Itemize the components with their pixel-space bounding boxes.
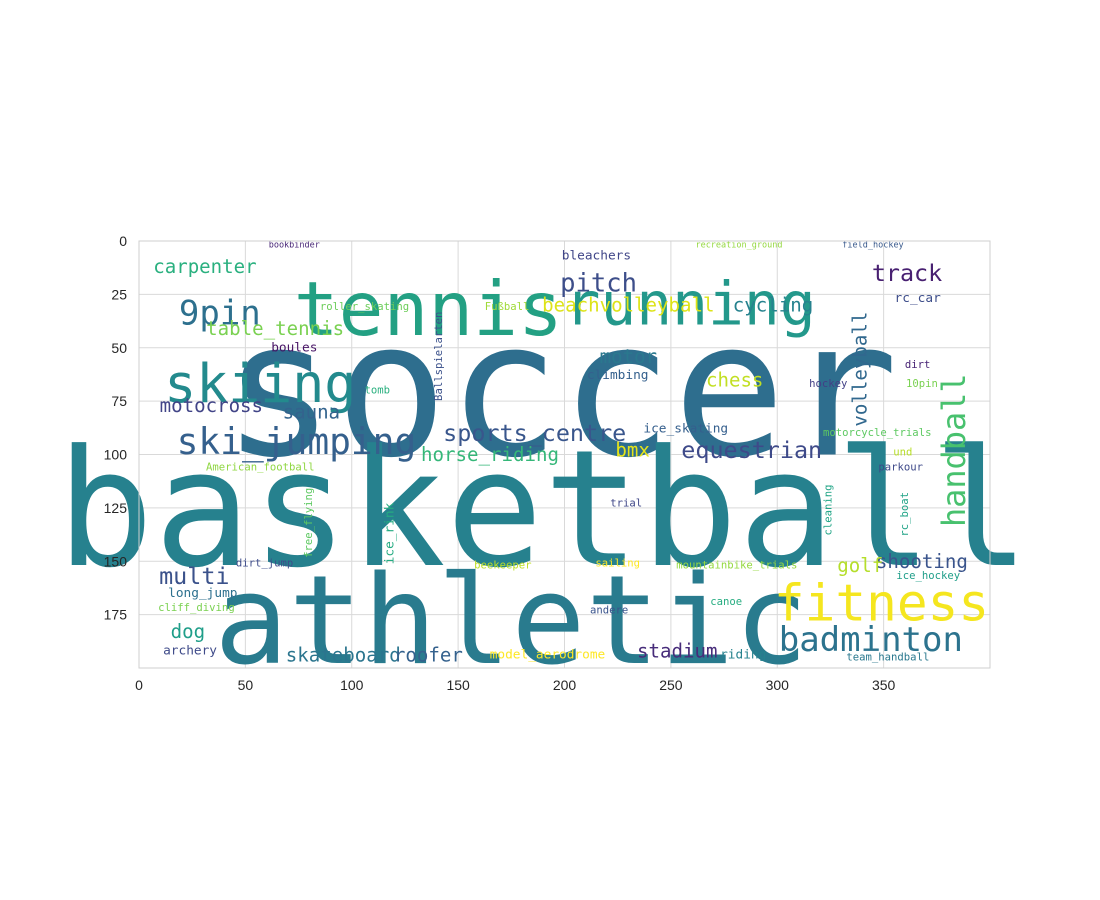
y-tick-label: 50 [111,340,127,356]
word-sauna: sauna [283,400,340,423]
word-team-handball: team_handball [846,651,929,663]
word-beachvolleyball: beachvolleyball [542,294,714,317]
x-tick-label: 50 [238,677,254,693]
word-sports-centre: sports_centre [443,419,626,447]
y-tick-label: 25 [111,286,127,302]
word-cleaning: cleaning [822,484,834,535]
word-10pin: 10pin [906,378,938,390]
word-sailing: sailing [595,557,640,569]
word-climbing: climbing [587,368,649,383]
word-hockey: hockey [809,378,847,390]
word-und: und [893,446,912,458]
word-riding: riding [720,648,766,663]
x-tick-label: 350 [872,677,896,693]
word-field-hockey: field_hockey [842,240,903,250]
word-horse-riding: horse_riding [421,443,559,466]
y-tick-label: 75 [111,393,127,409]
word-motocross: motocross [160,394,263,417]
word-american-football: American_football [206,461,314,473]
x-tick-label: 300 [766,677,790,693]
y-tick-label: 125 [104,500,128,516]
plot-frame [138,240,991,669]
word-golf: golf [837,554,883,577]
word-chess: chess [706,368,763,391]
y-tick-label: 100 [104,447,128,463]
y-axis: 0 25 50 75 100 125 150 175 [104,233,128,623]
word-dirt-jump: dirt_jump [236,557,293,569]
x-tick-label: 200 [553,677,577,693]
word-bookbinder: bookbinder [269,240,320,250]
word-dog: dog [171,620,206,643]
word-bleachers: bleachers [562,248,631,263]
word-beekeeper: beekeeper [474,560,531,572]
word-archery: archery [163,643,217,658]
word-badminton: badminton [779,620,963,660]
word-volleyball: volleyball [849,312,872,427]
word-skateboard: skateboard [286,644,401,667]
word-fu-ball: Fußball [485,301,530,313]
word-roofer: roofer [394,644,463,667]
word-motor: motor [600,345,657,368]
word-pitch: pitch [560,269,637,299]
y-tick-label: 0 [119,233,127,249]
word-carpenter: carpenter [153,255,256,278]
x-tick-label: 0 [135,677,143,693]
word-fitness: fitness [774,574,989,633]
x-axis: 0 50 100 150 200 250 300 350 [135,677,895,693]
y-tick-label: 175 [104,607,128,623]
word-boules: boules [271,340,317,355]
word-track: track [872,259,942,287]
word-canoe: canoe [710,596,742,608]
word-andere: andere [590,604,628,616]
word-table-tennis: table_tennis [206,317,344,340]
word-athletic: athletic [214,549,808,693]
word-cycling: cycling [733,294,813,317]
word-tomb: tomb [365,384,391,396]
word-ice-hockey: ice_hockey [896,570,960,582]
word-rc-car: rc_car [895,291,942,306]
word-ice-skating: ice_skating [643,421,728,436]
y-tick-label: 150 [104,553,128,569]
word-tennis: tennis [294,266,563,353]
word-motorcycle-trials: motorcycle_trials [823,427,931,439]
word-model-aerodrome: model_aerodrome [490,648,606,663]
word-multi: multi [159,562,229,590]
x-tick-label: 100 [340,677,364,693]
word-shooting: shooting [876,550,968,573]
word-basketball: basketball [56,416,1029,604]
word-ski-jumping: ski_jumping [177,420,417,463]
word-stadium: stadium [637,639,717,662]
word-recreation-ground: recreation_ground [695,240,782,250]
word-roller-skating: roller_skating [320,301,409,313]
word-parkour: parkour [878,461,923,473]
word-free-flying: free_flying [303,488,315,558]
word-skiing: skiing [164,353,356,415]
word-ballspielarten: Ballspielarten [433,312,445,401]
word-rc-boat: rc_boat [899,492,911,537]
x-tick-label: 150 [446,677,470,693]
word-handball: handball [935,373,973,527]
word-trial: trial [610,498,642,510]
word-long-jump: long_jump [168,586,237,601]
word-soccer: soccer [222,281,898,499]
word-bmx: bmx [615,439,650,462]
word-equestrian: equestrian [681,436,822,464]
word-dirt: dirt [905,359,931,371]
word-9pin: 9pin [179,294,261,334]
word-running: running [564,271,815,340]
x-tick-label: 250 [659,677,683,693]
word-mountainbike-trials: mountainbike_trials [676,560,797,572]
word-ice-rink: ice_rink [383,502,398,564]
word-cliff-diving: cliff_diving [158,602,235,614]
